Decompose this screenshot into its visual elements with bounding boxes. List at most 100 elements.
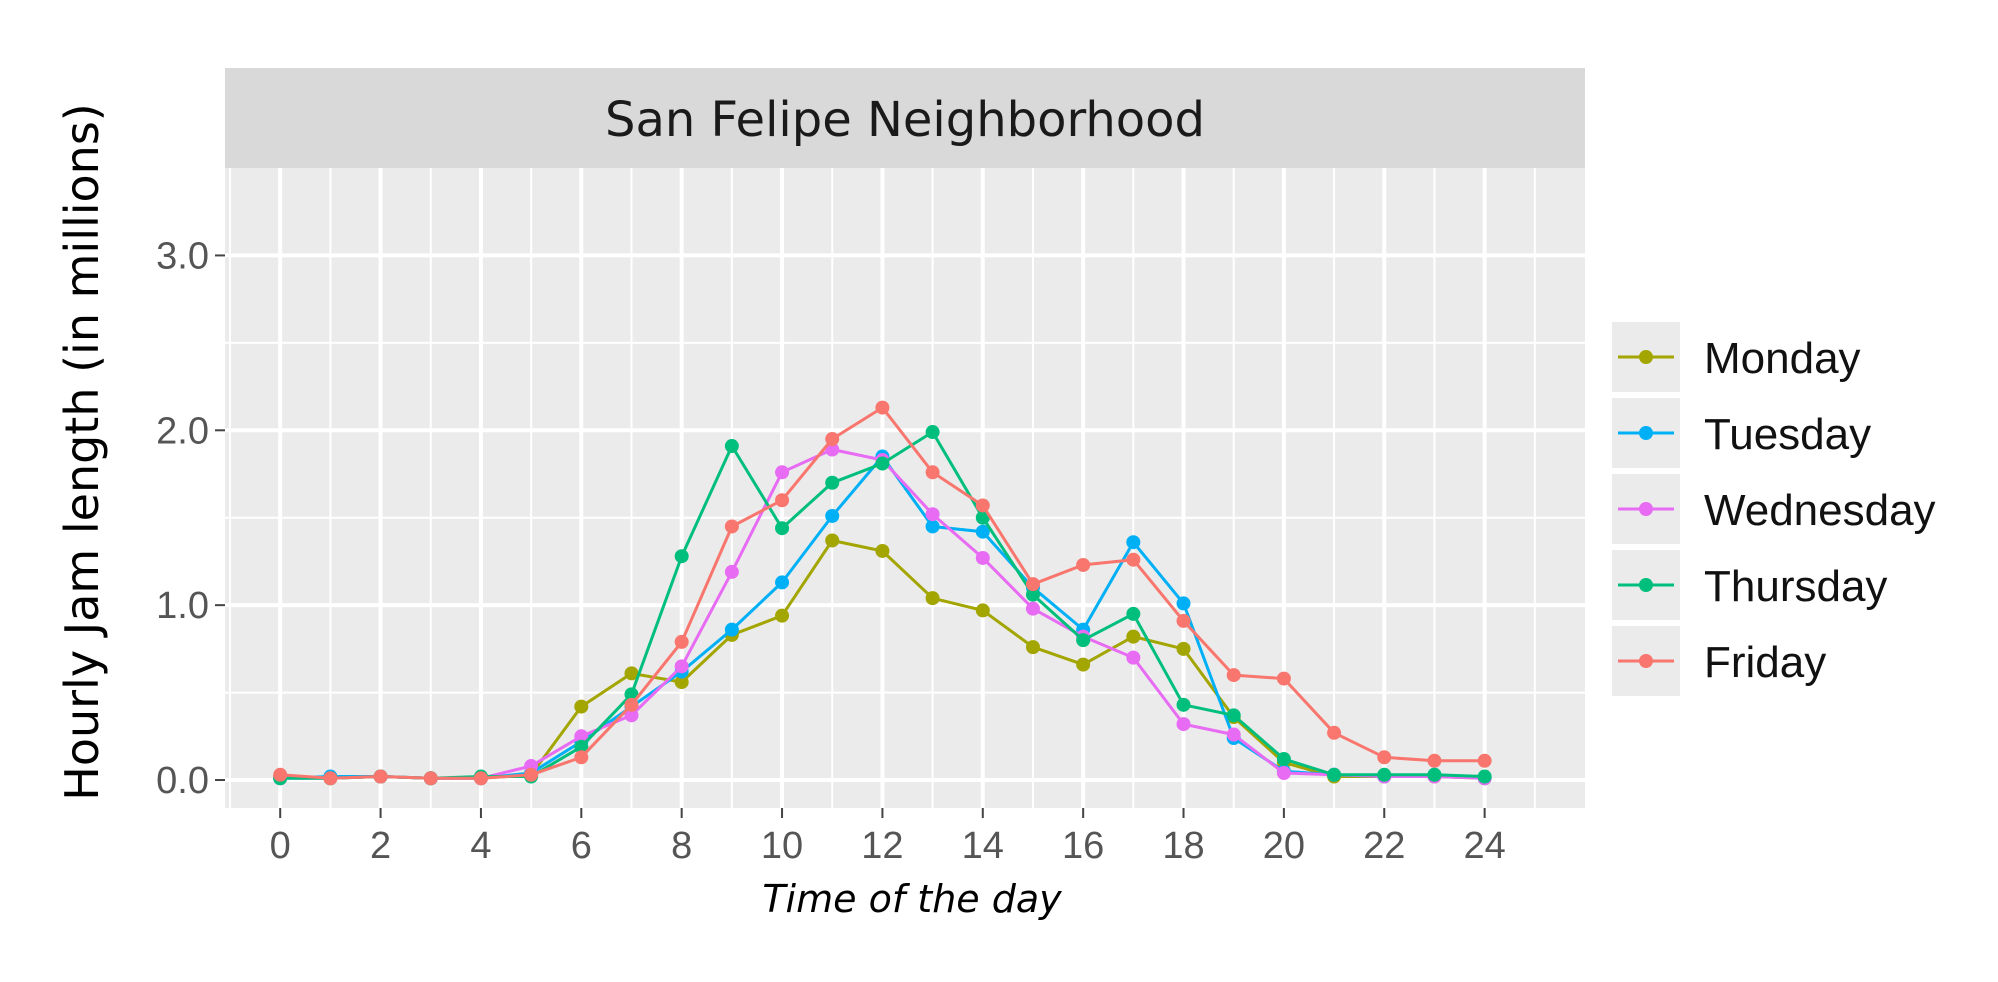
data-point-wednesday <box>624 708 639 723</box>
data-point-thursday <box>1377 767 1392 782</box>
data-point-wednesday <box>674 659 689 674</box>
data-point-friday <box>674 634 689 649</box>
data-point-monday <box>975 603 990 618</box>
legend-item-monday: Monday <box>1612 322 1861 392</box>
data-point-friday <box>423 771 438 786</box>
data-point-thursday <box>925 425 940 440</box>
data-point-thursday <box>975 510 990 525</box>
x-tick-label: 2 <box>370 825 391 867</box>
x-tick-label: 8 <box>671 825 692 867</box>
data-point-monday <box>925 591 940 606</box>
legend-item-friday: Friday <box>1612 626 1826 696</box>
data-point-thursday <box>674 549 689 564</box>
data-point-thursday <box>1126 606 1141 621</box>
panel-strip-background <box>225 68 1585 168</box>
data-point-friday <box>373 769 388 784</box>
data-point-monday <box>1025 640 1040 655</box>
data-point-monday <box>574 699 589 714</box>
data-point-friday <box>775 493 790 508</box>
data-point-wednesday <box>1226 727 1241 742</box>
legend: Monday Tuesday Wednesday Thursday Friday <box>1612 322 1936 696</box>
legend-item-wednesday: Wednesday <box>1612 474 1936 544</box>
data-point-friday <box>473 771 488 786</box>
data-point-thursday <box>1276 752 1291 767</box>
legend-key-point <box>1639 578 1653 592</box>
data-point-friday <box>273 767 288 782</box>
x-tick-label: 14 <box>962 825 1004 867</box>
data-point-thursday <box>1226 708 1241 723</box>
data-point-friday <box>624 697 639 712</box>
data-point-monday <box>775 608 790 623</box>
legend-label: Wednesday <box>1704 486 1936 535</box>
data-point-friday <box>925 465 940 480</box>
panel-title: San Felipe Neighborhood <box>605 92 1205 148</box>
legend-item-tuesday: Tuesday <box>1612 398 1871 468</box>
data-point-wednesday <box>574 729 589 744</box>
x-tick-label: 24 <box>1463 825 1505 867</box>
data-point-friday <box>574 750 589 765</box>
data-point-thursday <box>1477 769 1492 784</box>
data-point-wednesday <box>1126 650 1141 665</box>
data-point-friday <box>975 498 990 513</box>
data-point-friday <box>1025 577 1040 592</box>
legend-label: Monday <box>1704 334 1861 383</box>
data-point-wednesday <box>975 550 990 565</box>
data-point-friday <box>323 771 338 786</box>
data-point-friday <box>1176 613 1191 628</box>
data-point-thursday <box>1076 633 1091 648</box>
data-point-tuesday <box>825 508 840 523</box>
data-point-monday <box>674 675 689 690</box>
axis-layer: 0.01.02.03.00 2 4 6 8 10 12 14 16 18 20 22 24 <box>156 235 1506 867</box>
data-point-monday <box>1126 629 1141 644</box>
data-point-thursday <box>825 475 840 490</box>
data-point-friday <box>875 400 890 415</box>
data-point-tuesday <box>1126 535 1141 550</box>
series-friday <box>273 400 1492 786</box>
data-point-thursday <box>1176 697 1191 712</box>
data-point-wednesday <box>825 442 840 457</box>
data-point-wednesday <box>1025 601 1040 616</box>
legend-label: Friday <box>1704 638 1826 687</box>
data-point-friday <box>524 767 539 782</box>
data-point-monday <box>1176 641 1191 656</box>
data-point-thursday <box>1327 767 1342 782</box>
data-point-wednesday <box>1176 717 1191 732</box>
data-point-monday <box>1076 657 1091 672</box>
x-tick-label: 18 <box>1162 825 1204 867</box>
data-point-tuesday <box>975 524 990 539</box>
data-point-friday <box>724 519 739 534</box>
data-point-friday <box>1327 725 1342 740</box>
data-point-tuesday <box>724 622 739 637</box>
data-point-tuesday <box>925 519 940 534</box>
data-point-thursday <box>724 439 739 454</box>
data-point-monday <box>875 543 890 558</box>
data-point-friday <box>1076 557 1091 572</box>
y-tick-label: 2.0 <box>156 410 209 452</box>
data-point-friday <box>1226 668 1241 683</box>
data-point-thursday <box>1427 767 1442 782</box>
data-point-wednesday <box>925 507 940 522</box>
data-point-friday <box>1276 671 1291 686</box>
x-axis-label: Time of the day <box>762 877 1062 921</box>
data-point-wednesday <box>724 564 739 579</box>
data-point-thursday <box>775 521 790 536</box>
data-point-thursday <box>574 739 589 754</box>
data-point-friday <box>1427 753 1442 768</box>
x-tick-label: 16 <box>1062 825 1104 867</box>
x-tick-label: 20 <box>1263 825 1305 867</box>
legend-key-point <box>1639 426 1653 440</box>
data-point-wednesday <box>775 465 790 480</box>
x-tick-label: 22 <box>1363 825 1405 867</box>
x-tick-label: 0 <box>270 825 291 867</box>
x-tick-label: 12 <box>861 825 903 867</box>
data-point-thursday <box>624 687 639 702</box>
data-point-monday <box>624 666 639 681</box>
y-tick-label: 0.0 <box>156 760 209 802</box>
data-point-friday <box>1477 753 1492 768</box>
legend-label: Tuesday <box>1704 410 1871 459</box>
legend-label: Thursday <box>1704 562 1887 611</box>
x-tick-label: 6 <box>571 825 592 867</box>
legend-key-point <box>1639 350 1653 364</box>
legend-key-point <box>1639 502 1653 516</box>
